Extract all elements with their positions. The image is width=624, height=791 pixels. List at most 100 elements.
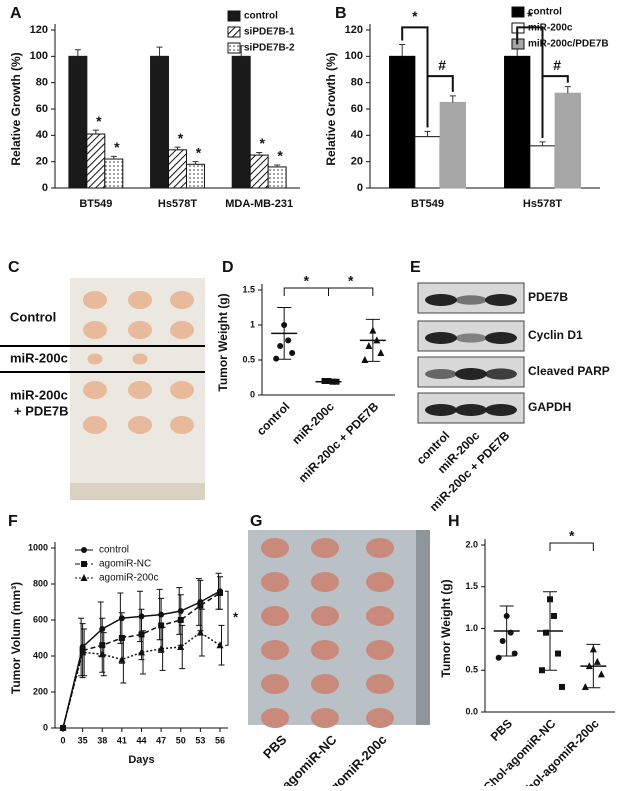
band — [455, 404, 487, 416]
x-tick-label: Hs578T — [523, 198, 562, 210]
band-label: Cleaved PARP — [528, 364, 610, 378]
error-bar — [92, 129, 99, 135]
sd-bar — [499, 605, 514, 657]
x-axis-label: Days — [128, 754, 154, 766]
x-tick-label: 41 — [117, 735, 127, 745]
marker — [361, 356, 369, 363]
bar — [439, 101, 466, 189]
row-label: Control — [10, 309, 56, 324]
y-tick-label: 100 — [30, 50, 48, 62]
y-tick-label: 100 — [345, 50, 363, 62]
photo — [248, 530, 430, 725]
marker — [511, 650, 518, 657]
marker — [559, 683, 565, 690]
tumor — [128, 291, 152, 309]
panel-letter: C — [8, 259, 20, 276]
tumor — [87, 353, 103, 365]
tumor — [170, 291, 194, 309]
y-tick-label: 1 — [250, 319, 255, 329]
marker — [98, 650, 106, 658]
x-tick-label: 56 — [215, 735, 225, 745]
y-tick-label: 0 — [43, 722, 48, 732]
bracket — [283, 287, 329, 296]
tumor — [311, 674, 339, 694]
tumor — [132, 353, 148, 365]
x-tick-label: Hs578T — [158, 198, 197, 210]
tumor — [261, 606, 289, 626]
marker — [365, 342, 373, 349]
marker — [99, 642, 106, 649]
error-bar — [399, 43, 406, 57]
marker — [158, 622, 165, 629]
tumor — [261, 572, 289, 592]
y-tick-label: 0.5 — [465, 665, 478, 675]
significance-mark: * — [233, 610, 239, 625]
legend-label: agomiR-NC — [99, 559, 151, 570]
significance-mark: * — [348, 273, 354, 289]
error-bar — [256, 151, 263, 156]
y-tick-label: 1000 — [28, 542, 48, 552]
error-bar — [424, 130, 431, 137]
tumor — [261, 708, 289, 728]
y-tick-label: 120 — [345, 24, 363, 36]
legend-label: miR-200c — [528, 23, 573, 34]
marker — [543, 629, 549, 636]
tumor — [366, 606, 394, 626]
y-tick-label: 1.5 — [242, 284, 255, 294]
legend-label: control — [528, 7, 562, 18]
significance-mark: * — [196, 144, 202, 160]
y-axis-label: Relative Growth (%) — [324, 52, 338, 165]
error-bar — [110, 155, 117, 160]
y-tick-label: 40 — [351, 129, 363, 141]
bar — [86, 133, 106, 189]
x-tick-label: 50 — [176, 735, 186, 745]
sd-bar — [277, 307, 292, 360]
x-tick-label: 53 — [195, 735, 205, 745]
bracket — [549, 542, 594, 551]
legend-label: agomiR-200c — [99, 573, 158, 584]
tumor — [366, 640, 394, 660]
y-tick-label: 2.0 — [465, 539, 478, 549]
bar — [267, 166, 287, 189]
marker — [539, 667, 545, 674]
band-label: Cyclin D1 — [528, 328, 583, 342]
y-tick-label: 600 — [33, 614, 48, 624]
error-bar — [74, 49, 81, 57]
row-label: miR-200c — [10, 350, 68, 365]
tumor — [170, 416, 194, 434]
panel-letter: B — [335, 5, 347, 22]
error-bar — [192, 161, 199, 165]
lane-label: PBS — [260, 732, 290, 762]
marker — [79, 648, 87, 656]
band — [485, 332, 517, 344]
y-tick-label: 1.5 — [465, 581, 478, 591]
bar — [529, 145, 556, 189]
legend-label: siPDE7B-2 — [244, 43, 295, 54]
bar — [168, 149, 187, 189]
tumor — [170, 381, 194, 399]
legend-marker — [81, 547, 87, 553]
panel-letter: H — [448, 513, 460, 530]
row-label: miR-200c — [10, 387, 68, 402]
row-label: + PDE7B — [14, 403, 69, 418]
tumor — [311, 640, 339, 660]
y-tick-label: 1.0 — [465, 623, 478, 633]
bar — [414, 136, 441, 189]
marker — [177, 617, 184, 623]
error-bar — [514, 47, 521, 57]
significance-mark: * — [569, 528, 575, 544]
x-tick-label: miR-200c + PDE7B — [296, 399, 382, 485]
y-tick-label: 400 — [33, 650, 48, 660]
tumor — [83, 381, 107, 399]
tumor — [366, 674, 394, 694]
bar — [185, 163, 205, 189]
x-tick-label: BT549 — [411, 198, 444, 210]
marker — [499, 638, 506, 645]
y-tick-label: 80 — [36, 77, 48, 89]
marker — [138, 648, 145, 656]
error-bar — [564, 86, 571, 94]
band — [485, 404, 517, 416]
sd-bar — [586, 643, 601, 689]
marker — [285, 337, 292, 344]
tumor — [311, 538, 339, 558]
